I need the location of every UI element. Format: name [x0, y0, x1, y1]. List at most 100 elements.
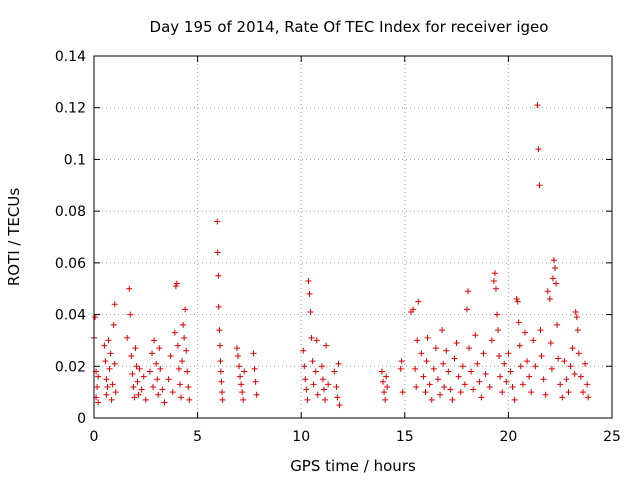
plot-frame — [93, 55, 613, 419]
x-axis-label: GPS time / hours — [290, 457, 416, 475]
data-point — [468, 368, 475, 375]
data-point — [325, 381, 332, 388]
data-point — [109, 381, 116, 388]
x-tick-label: 10 — [292, 429, 310, 445]
data-point — [503, 378, 510, 385]
data-point — [106, 365, 113, 372]
data-point — [318, 363, 325, 370]
data-point — [552, 265, 559, 272]
data-point — [180, 321, 187, 328]
y-tick-labels: 0 0.02 0.04 0.06 0.08 0.1 0.12 0.14 — [55, 49, 86, 427]
data-point — [101, 342, 108, 349]
data-point — [397, 365, 404, 372]
data-point — [476, 378, 483, 385]
data-point — [301, 363, 308, 370]
data-point — [155, 391, 162, 398]
data-point — [302, 376, 309, 383]
data-point — [514, 298, 521, 305]
data-point — [319, 376, 326, 383]
data-point — [509, 383, 516, 390]
data-point — [305, 277, 312, 284]
data-point — [172, 283, 179, 290]
data-point — [542, 391, 549, 398]
data-point — [124, 334, 131, 341]
data-point — [169, 389, 176, 396]
data-point — [537, 327, 544, 334]
data-point — [496, 352, 503, 359]
data-point — [216, 327, 223, 334]
y-axis-label: ROTI / TECUs — [5, 188, 23, 286]
data-point — [426, 381, 433, 388]
data-point — [138, 386, 145, 393]
data-point — [547, 340, 554, 347]
data-point — [313, 337, 320, 344]
data-point — [323, 342, 330, 349]
data-point — [131, 394, 138, 401]
data-point — [167, 352, 174, 359]
data-points — [91, 102, 592, 409]
data-point — [219, 389, 226, 396]
data-point — [472, 332, 479, 339]
data-point — [482, 371, 489, 378]
data-point — [413, 383, 420, 390]
data-point — [134, 378, 141, 385]
data-point — [412, 365, 419, 372]
data-point — [492, 285, 499, 292]
data-point — [129, 371, 136, 378]
data-point — [183, 347, 190, 354]
data-point — [428, 396, 435, 403]
data-point — [555, 355, 562, 362]
data-point — [399, 389, 406, 396]
data-point — [215, 272, 222, 279]
data-point — [430, 365, 437, 372]
data-point — [233, 345, 240, 352]
y-tick-label: 0 — [77, 411, 86, 427]
data-point — [488, 337, 495, 344]
data-point — [103, 391, 110, 398]
data-point — [507, 368, 514, 375]
data-point — [573, 314, 580, 321]
data-point — [251, 365, 258, 372]
data-point — [184, 368, 191, 375]
data-point — [252, 378, 259, 385]
data-point — [237, 373, 244, 380]
data-point — [161, 399, 168, 406]
data-point — [142, 396, 149, 403]
y-tick-label: 0.12 — [55, 101, 86, 117]
gridlines — [94, 56, 612, 418]
data-point — [585, 394, 592, 401]
data-point — [491, 270, 498, 277]
data-point — [239, 389, 246, 396]
data-point — [548, 365, 555, 372]
data-point — [136, 365, 143, 372]
data-point — [549, 275, 556, 282]
data-point — [554, 321, 561, 328]
data-point — [453, 340, 460, 347]
x-tick-labels: 0 5 10 15 20 25 — [90, 429, 621, 445]
data-point — [310, 381, 317, 388]
y-tick-label: 0.06 — [55, 256, 86, 272]
data-point — [565, 389, 572, 396]
data-point — [463, 306, 470, 313]
data-point — [133, 363, 140, 370]
data-point — [309, 358, 316, 365]
data-point — [422, 389, 429, 396]
data-point — [176, 381, 183, 388]
data-point — [132, 345, 139, 352]
y-tick-label: 0.02 — [55, 359, 86, 375]
data-point — [240, 396, 247, 403]
data-point — [219, 396, 226, 403]
x-tick-label: 20 — [499, 429, 517, 445]
data-point — [307, 308, 314, 315]
data-point — [567, 363, 574, 370]
data-point — [215, 303, 222, 310]
data-point — [497, 373, 504, 380]
data-point — [335, 360, 342, 367]
data-point — [159, 386, 166, 393]
data-point — [540, 376, 547, 383]
data-point — [308, 334, 315, 341]
data-point — [398, 358, 405, 365]
data-point — [151, 337, 158, 344]
data-point — [110, 321, 117, 328]
data-point — [379, 368, 386, 375]
